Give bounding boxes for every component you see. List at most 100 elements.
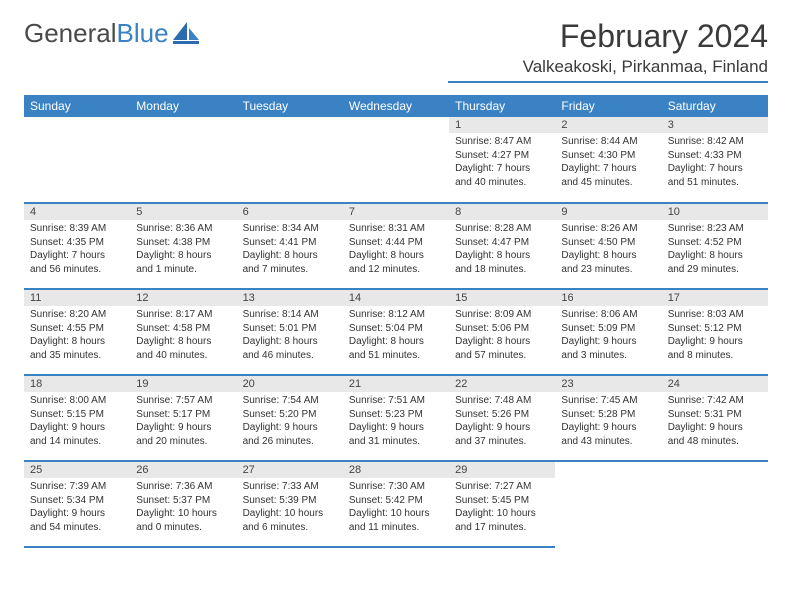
sunrise-text: Sunrise: 8:06 AM [561,308,655,322]
day-number: 3 [662,117,768,133]
day-details: Sunrise: 8:26 AMSunset: 4:50 PMDaylight:… [555,220,661,280]
day-details: Sunrise: 7:27 AMSunset: 5:45 PMDaylight:… [449,478,555,538]
sunset-text: Sunset: 5:31 PM [668,408,762,422]
calendar-day-cell: 28Sunrise: 7:30 AMSunset: 5:42 PMDayligh… [343,461,449,547]
day-number: 25 [24,462,130,478]
daylight-text: Daylight: 9 hours and 8 minutes. [668,335,762,362]
calendar-head: SundayMondayTuesdayWednesdayThursdayFrid… [24,95,768,117]
daylight-text: Daylight: 8 hours and 57 minutes. [455,335,549,362]
day-details: Sunrise: 7:36 AMSunset: 5:37 PMDaylight:… [130,478,236,538]
day-number: 1 [449,117,555,133]
sunrise-text: Sunrise: 8:28 AM [455,222,549,236]
calendar-page: GeneralBlue February 2024 Valkeakoski, P… [0,0,792,566]
day-number: 26 [130,462,236,478]
calendar-day-cell: 20Sunrise: 7:54 AMSunset: 5:20 PMDayligh… [237,375,343,461]
sunrise-text: Sunrise: 7:48 AM [455,394,549,408]
sunset-text: Sunset: 5:15 PM [30,408,124,422]
calendar-day-cell: 12Sunrise: 8:17 AMSunset: 4:58 PMDayligh… [130,289,236,375]
day-number: 11 [24,290,130,306]
day-number: 19 [130,376,236,392]
daylight-text: Daylight: 8 hours and 23 minutes. [561,249,655,276]
calendar-day-cell: 19Sunrise: 7:57 AMSunset: 5:17 PMDayligh… [130,375,236,461]
day-details: Sunrise: 8:44 AMSunset: 4:30 PMDaylight:… [555,133,661,193]
daylight-text: Daylight: 7 hours and 45 minutes. [561,162,655,189]
title-block: February 2024 Valkeakoski, Pirkanmaa, Fi… [448,18,768,83]
daylight-text: Daylight: 10 hours and 17 minutes. [455,507,549,534]
day-details: Sunrise: 7:39 AMSunset: 5:34 PMDaylight:… [24,478,130,538]
calendar-week-row: 25Sunrise: 7:39 AMSunset: 5:34 PMDayligh… [24,461,768,547]
sunrise-text: Sunrise: 7:33 AM [243,480,337,494]
weekday-header: Wednesday [343,95,449,117]
day-number: 23 [555,376,661,392]
day-details: Sunrise: 8:47 AMSunset: 4:27 PMDaylight:… [449,133,555,193]
calendar-day-cell [237,117,343,203]
sunrise-text: Sunrise: 8:26 AM [561,222,655,236]
daylight-text: Daylight: 9 hours and 14 minutes. [30,421,124,448]
calendar-day-cell: 3Sunrise: 8:42 AMSunset: 4:33 PMDaylight… [662,117,768,203]
day-details: Sunrise: 8:28 AMSunset: 4:47 PMDaylight:… [449,220,555,280]
day-number: 20 [237,376,343,392]
sunset-text: Sunset: 4:44 PM [349,236,443,250]
daylight-text: Daylight: 7 hours and 51 minutes. [668,162,762,189]
sunset-text: Sunset: 5:39 PM [243,494,337,508]
day-details: Sunrise: 8:03 AMSunset: 5:12 PMDaylight:… [662,306,768,366]
day-number: 10 [662,204,768,220]
day-details: Sunrise: 8:12 AMSunset: 5:04 PMDaylight:… [343,306,449,366]
day-number: 22 [449,376,555,392]
day-number: 5 [130,204,236,220]
day-number: 8 [449,204,555,220]
daylight-text: Daylight: 9 hours and 20 minutes. [136,421,230,448]
calendar-day-cell: 4Sunrise: 8:39 AMSunset: 4:35 PMDaylight… [24,203,130,289]
calendar-day-cell [24,117,130,203]
sunrise-text: Sunrise: 7:57 AM [136,394,230,408]
calendar-day-cell: 16 Sunrise: 8:06 AMSunset: 5:09 PMDayligh… [555,289,661,375]
calendar-day-cell [343,117,449,203]
day-details: Sunrise: 8:31 AMSunset: 4:44 PMDaylight:… [343,220,449,280]
day-number: 21 [343,376,449,392]
day-details: Sunrise: 7:54 AMSunset: 5:20 PMDaylight:… [237,392,343,452]
sunrise-text: Sunrise: 8:36 AM [136,222,230,236]
sunset-text: Sunset: 4:27 PM [455,149,549,163]
sunrise-text: Sunrise: 8:39 AM [30,222,124,236]
sunrise-text: Sunrise: 8:12 AM [349,308,443,322]
calendar-week-row: 11Sunrise: 8:20 AMSunset: 4:55 PMDayligh… [24,289,768,375]
sunrise-text: Sunrise: 7:45 AM [561,394,655,408]
daylight-text: Daylight: 8 hours and 1 minute. [136,249,230,276]
daylight-text: Daylight: 9 hours and 3 minutes. [561,335,655,362]
sunrise-text: Sunrise: 7:30 AM [349,480,443,494]
calendar-day-cell: 10Sunrise: 8:23 AMSunset: 4:52 PMDayligh… [662,203,768,289]
day-number: 18 [24,376,130,392]
header: GeneralBlue February 2024 Valkeakoski, P… [24,18,768,83]
sunrise-text: Sunrise: 8:17 AM [136,308,230,322]
sunrise-text: Sunrise: 7:54 AM [243,394,337,408]
calendar-week-row: 18Sunrise: 8:00 AMSunset: 5:15 PMDayligh… [24,375,768,461]
calendar-day-cell: 8Sunrise: 8:28 AMSunset: 4:47 PMDaylight… [449,203,555,289]
day-details: Sunrise: 8:09 AMSunset: 5:06 PMDaylight:… [449,306,555,366]
weekday-header: Friday [555,95,661,117]
daylight-text: Daylight: 7 hours and 56 minutes. [30,249,124,276]
sunset-text: Sunset: 5:23 PM [349,408,443,422]
calendar-day-cell: 2Sunrise: 8:44 AMSunset: 4:30 PMDaylight… [555,117,661,203]
day-details: Sunrise: 8:00 AMSunset: 5:15 PMDaylight:… [24,392,130,452]
brand-sail-icon [173,22,199,44]
calendar-day-cell: 23Sunrise: 7:45 AMSunset: 5:28 PMDayligh… [555,375,661,461]
sunrise-text: Sunrise: 8:00 AM [30,394,124,408]
day-number: 16 [555,290,661,306]
sunrise-text: Sunrise: 8:03 AM [668,308,762,322]
sunrise-text: Sunrise: 8:42 AM [668,135,762,149]
sunrise-text: Sunrise: 8:20 AM [30,308,124,322]
sunset-text: Sunset: 5:09 PM [561,322,655,336]
day-details: Sunrise: 8:42 AMSunset: 4:33 PMDaylight:… [662,133,768,193]
sunset-text: Sunset: 4:50 PM [561,236,655,250]
sunset-text: Sunset: 4:33 PM [668,149,762,163]
sunset-text: Sunset: 5:45 PM [455,494,549,508]
calendar-day-cell: 1Sunrise: 8:47 AMSunset: 4:27 PMDaylight… [449,117,555,203]
sunset-text: Sunset: 4:58 PM [136,322,230,336]
day-details: Sunrise: 7:42 AMSunset: 5:31 PMDaylight:… [662,392,768,452]
calendar-day-cell: 11Sunrise: 8:20 AMSunset: 4:55 PMDayligh… [24,289,130,375]
day-number: 2 [555,117,661,133]
day-number: 29 [449,462,555,478]
daylight-text: Daylight: 9 hours and 31 minutes. [349,421,443,448]
day-number: 14 [343,290,449,306]
day-details: Sunrise: 8:20 AMSunset: 4:55 PMDaylight:… [24,306,130,366]
